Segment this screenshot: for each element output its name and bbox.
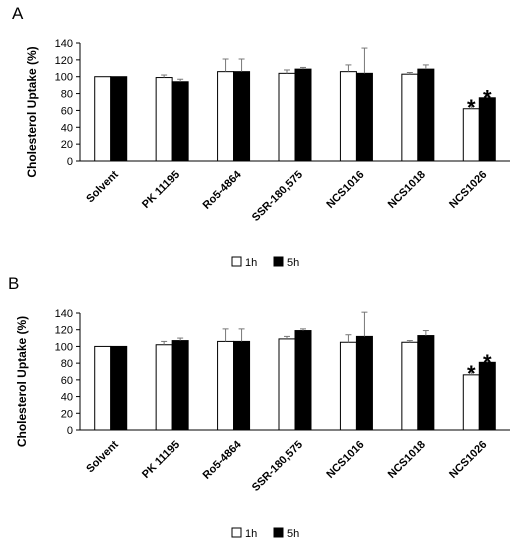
legend: 1h 5h xyxy=(231,527,299,540)
significance-star: * xyxy=(483,86,492,111)
y-tick-label: 80 xyxy=(61,89,73,101)
bar-1h-1 xyxy=(155,344,173,431)
bar-1h-0 xyxy=(94,76,112,162)
y-tick-label: 20 xyxy=(61,139,73,151)
x-tick-label: SSR-180,575 xyxy=(250,169,305,224)
significance-star: * xyxy=(467,361,476,386)
x-tick-label: NCS1026 xyxy=(447,439,489,481)
legend-label-1h: 1h xyxy=(245,257,257,269)
panel-label: B xyxy=(8,274,19,293)
y-tick-label: 80 xyxy=(61,358,73,370)
bar-1h-0 xyxy=(94,345,112,431)
x-tick-label: NCS1018 xyxy=(386,439,428,481)
panel-label: A xyxy=(12,4,24,23)
bar-1h-5 xyxy=(401,73,419,162)
bar-1h-5 xyxy=(401,341,419,431)
x-tick-label: SSR-180,575 xyxy=(250,439,305,494)
bar-5h-1 xyxy=(171,81,189,162)
y-tick-label: 60 xyxy=(61,105,73,117)
y-axis-title: Cholesterol Uptake (%) xyxy=(15,316,29,447)
x-tick-label: Solvent xyxy=(84,438,121,475)
legend-swatch-1h xyxy=(231,527,242,538)
bar-1h-1 xyxy=(155,77,173,162)
legend: 1h 5h xyxy=(231,256,299,269)
legend-swatch-5h xyxy=(273,527,284,538)
y-tick-label: 100 xyxy=(55,72,73,84)
bar-5h-4 xyxy=(355,335,373,431)
x-tick-label: NCS1026 xyxy=(447,169,489,211)
y-tick-label: 20 xyxy=(61,408,73,420)
legend-swatch-1h xyxy=(231,256,242,267)
x-tick-label: Solvent xyxy=(84,168,121,205)
bar-1h-4 xyxy=(339,71,357,162)
bar-5h-3 xyxy=(294,330,312,431)
legend-swatch-5h xyxy=(273,256,284,267)
bar-5h-4 xyxy=(355,72,373,162)
x-tick-label: NCS1018 xyxy=(386,169,428,211)
y-tick-label: 0 xyxy=(67,425,73,437)
significance-star: * xyxy=(483,350,492,375)
bar-1h-3 xyxy=(278,338,296,431)
bar-5h-0 xyxy=(110,345,128,431)
bar-1h-3 xyxy=(278,72,296,162)
y-tick-label: 40 xyxy=(61,122,73,134)
significance-star: * xyxy=(467,95,476,120)
x-tick-label: NCS1016 xyxy=(324,439,366,481)
y-tick-label: 120 xyxy=(55,55,73,67)
bar-5h-5 xyxy=(417,335,435,431)
chart-panel-A: A 0 20 40 60 80 100 120 140 Cholesterol Uptake (%… xyxy=(12,4,510,269)
bar-5h-5 xyxy=(417,68,435,162)
x-tick-label: PK 11195 xyxy=(140,439,182,481)
bar-1h-2 xyxy=(217,71,235,162)
legend-label-1h: 1h xyxy=(245,528,257,540)
bar-1h-2 xyxy=(217,340,235,431)
bar-5h-3 xyxy=(294,68,312,162)
y-tick-label: 140 xyxy=(55,308,73,320)
bar-5h-2 xyxy=(233,71,251,162)
x-tick-label: Ro5-4864 xyxy=(201,168,245,212)
y-tick-label: 140 xyxy=(55,38,73,50)
x-tick-label: NCS1016 xyxy=(324,169,366,211)
bar-5h-2 xyxy=(233,340,251,431)
x-tick-label: Ro5-4864 xyxy=(201,438,245,482)
y-tick-label: 40 xyxy=(61,392,73,404)
y-tick-label: 120 xyxy=(55,325,73,337)
x-tick-label: PK 11195 xyxy=(140,169,182,211)
chart-panel-B: B 0 20 40 60 80 100 120 140 Cholesterol Uptake (%… xyxy=(8,274,510,540)
y-axis-title: Cholesterol Uptake (%) xyxy=(25,46,39,177)
bar-5h-1 xyxy=(171,340,189,431)
legend-label-5h: 5h xyxy=(287,528,299,540)
y-tick-label: 60 xyxy=(61,375,73,387)
bar-5h-0 xyxy=(110,76,128,162)
y-tick-label: 100 xyxy=(55,341,73,353)
y-tick-label: 0 xyxy=(67,156,73,168)
legend-label-5h: 5h xyxy=(287,257,299,269)
bar-1h-4 xyxy=(339,341,357,431)
